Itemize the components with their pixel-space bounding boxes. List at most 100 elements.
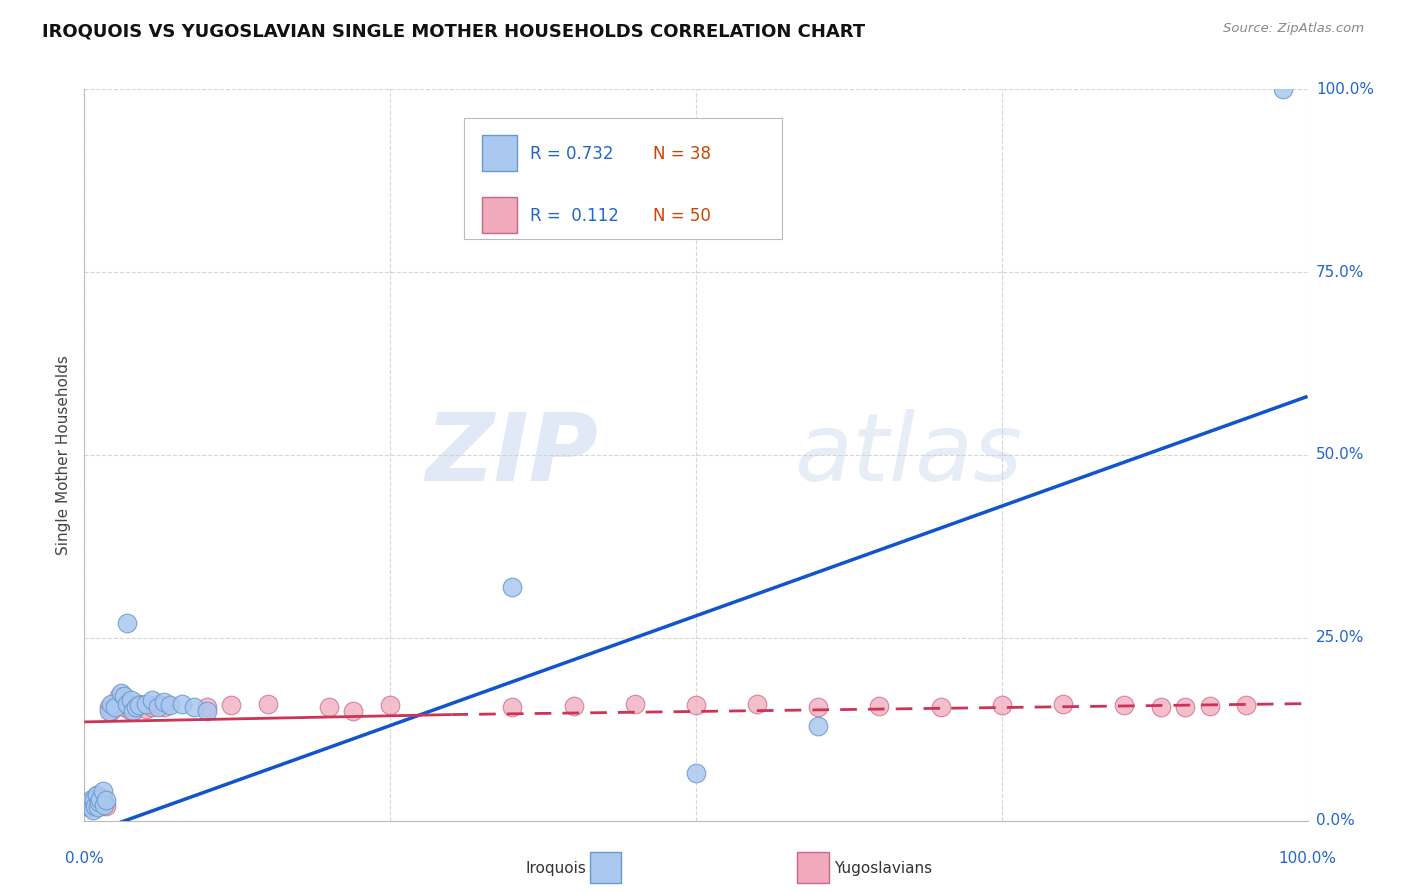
Point <box>929 700 952 714</box>
Point <box>87 796 110 810</box>
Point <box>195 704 218 718</box>
Point <box>562 698 585 713</box>
Point <box>87 800 110 814</box>
Point <box>342 704 364 718</box>
Point <box>990 698 1012 712</box>
Point <box>807 700 830 714</box>
Point <box>86 788 108 802</box>
Point <box>77 796 100 810</box>
Point <box>100 704 122 718</box>
Point <box>82 803 104 817</box>
Point <box>120 693 142 707</box>
FancyBboxPatch shape <box>464 119 782 239</box>
Point <box>86 788 108 802</box>
Point <box>1150 699 1173 714</box>
Text: atlas: atlas <box>794 409 1022 500</box>
Point <box>97 700 120 714</box>
Point <box>380 698 402 712</box>
Point <box>869 698 891 713</box>
Text: 0.0%: 0.0% <box>1316 814 1354 828</box>
Point <box>80 793 103 807</box>
Point <box>141 699 163 714</box>
Point <box>257 697 280 711</box>
Text: Yugoslavians: Yugoslavians <box>834 861 932 876</box>
Text: IROQUOIS VS YUGOSLAVIAN SINGLE MOTHER HOUSEHOLDS CORRELATION CHART: IROQUOIS VS YUGOSLAVIAN SINGLE MOTHER HO… <box>42 22 865 40</box>
Text: Source: ZipAtlas.com: Source: ZipAtlas.com <box>1223 22 1364 36</box>
Point <box>146 697 169 711</box>
Point <box>91 791 114 805</box>
Text: N = 50: N = 50 <box>654 207 711 225</box>
Point <box>807 718 830 732</box>
Text: R = 0.732: R = 0.732 <box>530 145 613 162</box>
Point <box>153 700 176 714</box>
Point <box>112 690 135 704</box>
Point <box>107 690 129 704</box>
FancyBboxPatch shape <box>797 852 830 883</box>
Point <box>96 793 118 807</box>
Point <box>1052 697 1074 711</box>
Point <box>83 791 105 805</box>
Point <box>77 797 100 812</box>
Point <box>501 580 523 594</box>
Point <box>1198 698 1220 713</box>
Point <box>82 799 104 814</box>
Point <box>128 698 150 712</box>
Text: 50.0%: 50.0% <box>1316 448 1364 462</box>
Point <box>125 700 148 714</box>
Point <box>115 616 138 631</box>
Point <box>79 800 101 814</box>
Point <box>153 695 176 709</box>
Point <box>120 704 142 718</box>
Point <box>80 791 103 805</box>
Point <box>1272 82 1295 96</box>
Point <box>685 766 707 780</box>
Point <box>77 800 100 814</box>
Point <box>110 686 132 700</box>
Point <box>318 700 340 714</box>
Text: 25.0%: 25.0% <box>1316 631 1364 645</box>
Point <box>93 797 115 812</box>
Point <box>83 793 105 807</box>
Point <box>112 700 135 714</box>
Point <box>146 700 169 714</box>
Point <box>195 700 218 714</box>
Point <box>115 697 138 711</box>
Point <box>135 697 157 711</box>
Point <box>77 796 100 810</box>
Text: 100.0%: 100.0% <box>1316 82 1374 96</box>
Point <box>1234 698 1257 712</box>
Point <box>219 698 242 712</box>
Point <box>135 702 157 716</box>
Point <box>89 791 111 805</box>
Point <box>93 796 115 810</box>
Point <box>96 799 118 814</box>
Point <box>87 797 110 812</box>
FancyBboxPatch shape <box>482 197 517 234</box>
Point <box>172 697 194 711</box>
Point <box>91 784 114 798</box>
Text: 0.0%: 0.0% <box>65 851 104 866</box>
Text: Iroquois: Iroquois <box>524 861 586 876</box>
Point <box>1114 698 1136 712</box>
Point <box>122 700 145 714</box>
Point <box>122 704 145 718</box>
Point <box>104 700 127 714</box>
Point <box>1174 700 1197 714</box>
Text: 75.0%: 75.0% <box>1316 265 1364 279</box>
Point <box>110 693 132 707</box>
Point <box>97 704 120 718</box>
Text: N = 38: N = 38 <box>654 145 711 162</box>
Point <box>89 799 111 814</box>
Point <box>624 697 647 711</box>
Point <box>747 697 769 711</box>
FancyBboxPatch shape <box>589 852 621 883</box>
Point <box>100 697 122 711</box>
Text: R =  0.112: R = 0.112 <box>530 207 619 225</box>
Point <box>501 700 523 714</box>
Point <box>183 700 205 714</box>
Text: ZIP: ZIP <box>425 409 598 501</box>
Point <box>141 693 163 707</box>
Point <box>87 793 110 807</box>
Y-axis label: Single Mother Households: Single Mother Households <box>56 355 72 555</box>
Point <box>76 799 98 814</box>
